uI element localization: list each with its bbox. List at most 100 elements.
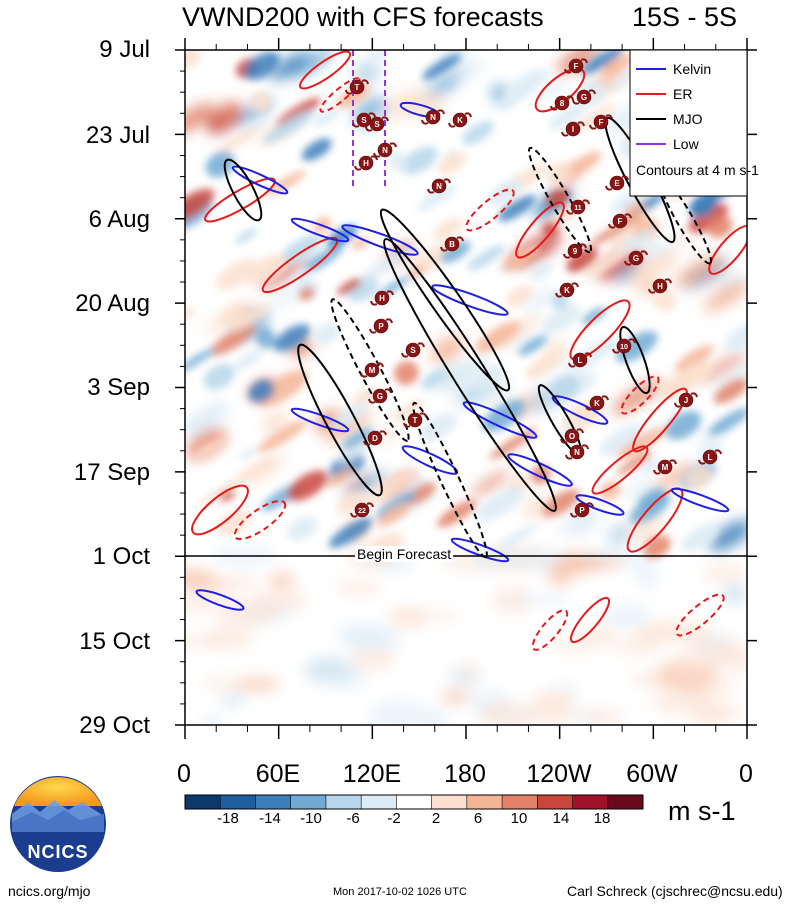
anomaly-patch [601, 54, 634, 77]
anomaly-patch [331, 402, 369, 429]
anomaly-patch [227, 456, 278, 489]
anomaly-patch [259, 258, 308, 290]
anomaly-patch-forecast [702, 564, 747, 582]
storm-marker-label: 8 [560, 99, 565, 108]
storm-marker: H [648, 278, 672, 294]
anomaly-patch [437, 152, 467, 175]
x-tick-label: 180 [444, 760, 486, 788]
anomaly-patch [641, 459, 662, 474]
anomaly-patch-forecast [349, 647, 395, 671]
anomaly-patch [205, 151, 236, 178]
anomaly-patch-forecast [343, 628, 403, 654]
storm-marker-label: H [379, 294, 385, 303]
storm-marker-label: N [382, 146, 388, 155]
storm-marker: D [363, 430, 387, 446]
anomaly-patch [467, 245, 505, 271]
colorbar-label: 18 [593, 810, 611, 827]
anomaly-patch [474, 321, 521, 354]
anomaly-patch-forecast [507, 594, 572, 606]
anomaly-patch [724, 322, 747, 352]
storm-marker: J [674, 392, 698, 408]
colorbar-swatch [537, 795, 574, 809]
mjo-contour [223, 158, 263, 222]
anomaly-patch [433, 218, 463, 241]
anomaly-patch-forecast [203, 676, 236, 690]
anomaly-patch-forecast [220, 694, 246, 706]
anomaly-patch-forecast [656, 657, 713, 679]
anomaly-patch [341, 427, 374, 450]
x-tick-label: 120W [526, 760, 592, 788]
storm-marker-label: 10 [620, 344, 628, 351]
anomaly-patch [653, 463, 696, 492]
anomaly-patch-forecast [480, 701, 533, 725]
colorbar-frame [184, 794, 644, 810]
x-tick-label: 60W [626, 760, 678, 788]
kelvin-contour [341, 224, 419, 256]
anomaly-patch [392, 399, 425, 422]
anomaly-patch [579, 337, 618, 364]
anomaly-patch [498, 195, 536, 222]
anomaly-patch-forecast [577, 626, 619, 647]
legend-box [629, 49, 748, 197]
er-contour-negative [620, 375, 660, 415]
storm-marker-label: G [377, 392, 383, 401]
anomaly-patch [219, 101, 241, 122]
storm-marker-label: P [579, 506, 585, 515]
footer-url[interactable]: ncics.org/mjo [8, 883, 91, 899]
anomaly-patch [190, 437, 228, 462]
y-tick-label: 29 Oct [79, 712, 150, 739]
legend-kelvin-label: Kelvin [673, 61, 711, 77]
storm-marker-label: P [378, 322, 384, 331]
anomaly-patch [232, 350, 263, 371]
anomaly-patch [279, 234, 323, 265]
anomaly-patch [628, 514, 663, 542]
anomaly-patch [198, 482, 238, 508]
storm-marker-label: I [572, 125, 574, 134]
er-contour [191, 484, 249, 536]
x-tick-label: 120E [342, 760, 402, 788]
anomaly-patch-forecast [369, 699, 427, 725]
anomaly-patch [529, 262, 552, 281]
anomaly-patch [661, 361, 714, 398]
storm-marker-label: F [599, 118, 604, 127]
storm-marker: O [560, 428, 584, 444]
storm-marker: 22 [350, 502, 374, 518]
kelvin-contour [575, 494, 625, 516]
anomaly-patch [422, 53, 462, 80]
anomaly-patch-forecast [678, 638, 747, 656]
anomaly-patch-forecast [185, 597, 214, 614]
storm-marker: I [561, 121, 585, 137]
anomaly-patch [287, 470, 328, 501]
anomaly-patch [471, 470, 511, 496]
anomaly-patch [688, 203, 728, 233]
colorbar-label: 6 [473, 810, 483, 827]
anomaly-patch [707, 215, 733, 239]
anomaly-patch [246, 254, 287, 286]
storm-marker: L [698, 449, 722, 465]
anomaly-patch [708, 408, 747, 436]
anomaly-patch [490, 84, 509, 103]
storm-marker: S [365, 116, 389, 132]
anomaly-patch [624, 254, 673, 286]
colorbar-swatch [290, 795, 327, 809]
anomaly-patch [255, 327, 276, 349]
storm-marker-label: N [430, 113, 436, 122]
storm-marker-label: S [410, 346, 416, 355]
anomaly-patch [362, 248, 411, 281]
storm-marker-label: G [633, 254, 639, 263]
anomaly-patch [644, 243, 661, 256]
colorbar [184, 794, 644, 810]
anomaly-patch [540, 80, 565, 98]
mjo-contour-negative [412, 401, 488, 559]
anomaly-patch [425, 72, 463, 99]
anomaly-patch [389, 151, 408, 172]
er-contour [632, 387, 688, 453]
y-tick-label: 15 Oct [79, 628, 150, 655]
er-contour [515, 201, 565, 259]
colorbar-swatch [220, 795, 256, 809]
colorbar-swatch [431, 795, 468, 809]
storm-marker-label: G [581, 93, 587, 102]
storm-marker-label: J [684, 396, 688, 405]
